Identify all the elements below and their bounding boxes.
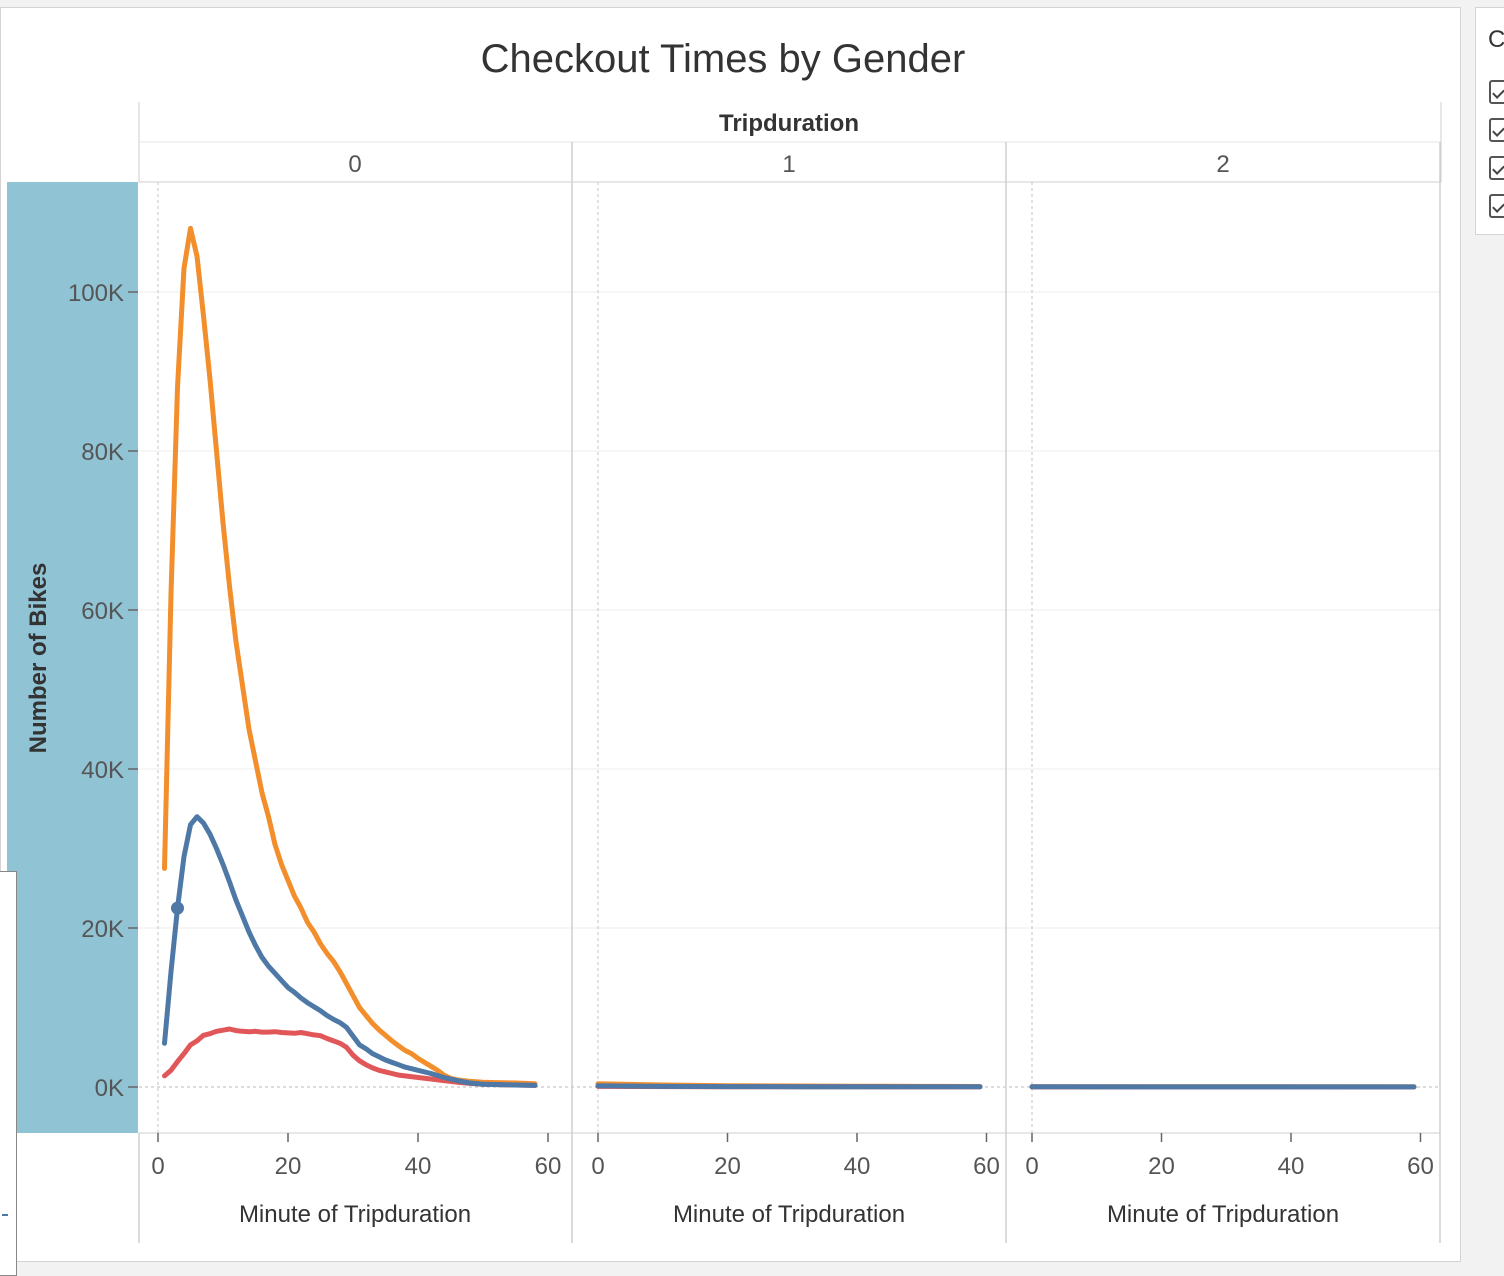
legend-checkbox-3[interactable] xyxy=(1489,156,1504,180)
y-tick-label-4: 80K xyxy=(81,439,124,466)
y-tick-label-0: 0K xyxy=(95,1075,124,1102)
y-tick-label-3: 60K xyxy=(81,598,124,625)
x-tick-label-1-1: 20 xyxy=(714,1153,741,1180)
series-1-line-panel-1 xyxy=(595,1083,983,1090)
y-axis-title: Number of Bikes xyxy=(25,563,52,754)
panel-header-2: 2 xyxy=(1216,151,1229,178)
x-axis-title-1: Minute of Tripduration xyxy=(673,1201,905,1228)
x-tick-label-2-2: 40 xyxy=(1278,1153,1305,1180)
x-tick-label-1-0: 0 xyxy=(591,1153,604,1180)
y-tick-label-2: 40K xyxy=(81,757,124,784)
x-tick-label-0-1: 20 xyxy=(275,1153,302,1180)
x-tick-label-2-1: 20 xyxy=(1148,1153,1175,1180)
panel-header-1: 1 xyxy=(782,151,795,178)
x-tick-label-1-2: 40 xyxy=(844,1153,871,1180)
x-axis-title-2: Minute of Tripduration xyxy=(1107,1201,1339,1228)
series-0-line-panel-0 xyxy=(162,225,538,1087)
y-axis-band xyxy=(7,182,138,1133)
x-tick-label-0-2: 40 xyxy=(405,1153,432,1180)
legend-checkbox-4[interactable] xyxy=(1489,194,1504,218)
x-tick-label-0-3: 60 xyxy=(535,1153,562,1180)
chart-title: Checkout Times by Gender xyxy=(481,37,966,81)
legend-panel: C xyxy=(1475,7,1504,235)
legend-title: C xyxy=(1488,26,1504,53)
legend-checkbox-2[interactable] xyxy=(1489,118,1504,142)
y-tick-label-5: 100K xyxy=(68,280,124,307)
x-tick-label-2-3: 60 xyxy=(1407,1153,1434,1180)
x-axis-title-0: Minute of Tripduration xyxy=(239,1201,471,1228)
series-1-line-panel-0 xyxy=(162,814,538,1088)
legend-checkbox-1[interactable] xyxy=(1489,80,1504,104)
y-tick-label-1: 20K xyxy=(81,916,124,943)
viz-frame xyxy=(0,7,1461,1262)
series-2-line-panel-0 xyxy=(162,1026,538,1088)
overlay-mark xyxy=(2,1214,8,1216)
panel-header-0: 0 xyxy=(348,151,361,178)
highlighted-point xyxy=(171,901,184,915)
x-tick-label-1-3: 60 xyxy=(973,1153,1000,1180)
x-tick-label-0-0: 0 xyxy=(151,1153,164,1180)
overlay-window-edge[interactable] xyxy=(0,871,17,1276)
column-header: Tripduration xyxy=(719,110,859,137)
x-tick-label-2-0: 0 xyxy=(1025,1153,1038,1180)
